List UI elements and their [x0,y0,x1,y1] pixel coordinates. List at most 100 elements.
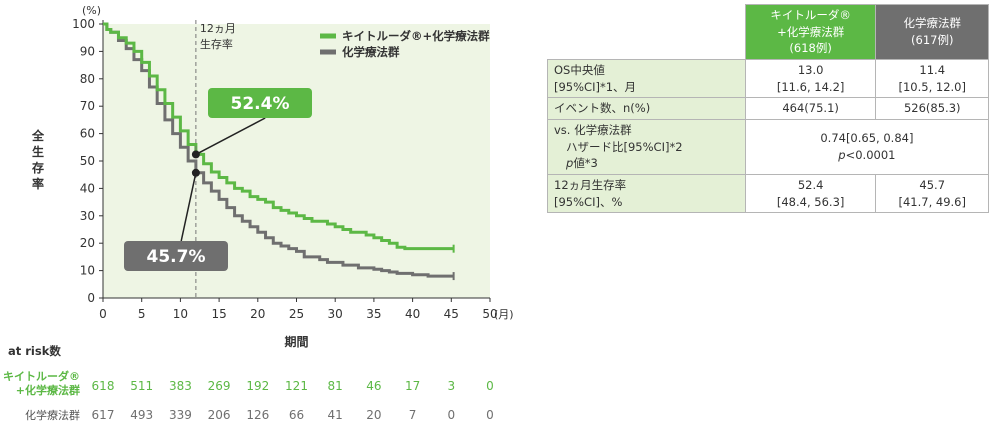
y-tick-label: 0 [87,291,95,305]
at-risk-value: 192 [246,379,269,393]
at-risk-value: 46 [366,379,381,393]
header-chemo: 化学療法群 (617例) [875,3,989,61]
x-tick-label: 25 [289,307,304,321]
hr-value: 0.74[0.65, 0.84] [820,131,914,146]
at-risk-value: 269 [208,379,231,393]
at-risk-value: 20 [366,408,381,422]
at-risk-value: 493 [130,408,153,422]
callout-chemo-value: 45.7% [147,247,206,267]
at-risk-row-label: 化学療法群 [25,408,80,422]
os-label-line1: OS中央値 [554,63,605,78]
os-keytruda-median: 13.0 [797,63,824,78]
os-chemo: 11.4 [10.5, 12.0] [875,59,989,99]
y-axis-title-char: 全 [31,128,45,143]
os-keytruda-ci: [11.6, 14.2] [776,79,845,94]
at-risk-value: 3 [447,379,455,393]
table-row-survival: 12ヵ月生存率 [95%CI]、% 52.4 [48.4, 56.3] 45.7… [547,174,989,214]
y-tick-label: 60 [80,127,95,141]
x-unit-label: (月) [494,308,514,321]
table-row-os: OS中央値 [95%CI]*1、月 13.0 [11.6, 14.2] 11.4… [547,59,989,99]
at-risk-value: 17 [405,379,420,393]
x-tick-label: 35 [366,307,381,321]
events-label: イベント数、n(%) [547,97,746,121]
at-risk-value: 617 [92,408,115,422]
series-line-keytruda [103,22,454,251]
p-italic: p [566,156,574,171]
header-chemo-line1: 化学療法群 [903,16,961,31]
header-blank-cell [547,4,746,61]
at-risk-value: 66 [289,408,304,422]
y-tick-label: 20 [80,236,95,250]
x-axis-title: 期間 [284,334,308,349]
y-tick-label: 70 [80,99,95,113]
x-tick-label: 30 [328,307,343,321]
header-keytruda-line2: +化学療法群 [777,24,845,39]
header-keytruda-line1: キイトルーダ® [770,8,851,22]
at-risk-value: 383 [169,379,192,393]
hr-label-line3: p値*3 [554,155,739,172]
at-risk-value: 339 [169,408,192,422]
at-risk-title: at risk数 [8,344,61,358]
y-tick-label: 40 [80,181,95,195]
os-label: OS中央値 [95%CI]*1、月 [547,59,746,99]
at-risk-value: 618 [92,379,115,393]
events-chemo: 526(85.3) [875,97,989,121]
legend-label: 化学療法群 [342,45,400,59]
callout-chemo-box [124,241,228,271]
reference-label-line1: 12ヵ月 [200,22,236,35]
y-tick-label: 100 [72,17,95,31]
p-label-rest: 値*3 [573,156,598,171]
survival-label-line1: 12ヵ月生存率 [554,178,627,193]
reference-label-line2: 生存率 [200,37,233,51]
at-risk-value: 511 [130,379,153,393]
os-keytruda: 13.0 [11.6, 14.2] [744,59,877,99]
hr-label-line2: ハザード比[95%CI]*2 [566,139,683,154]
x-tick-label: 20 [250,307,265,321]
x-tick-label: 45 [444,307,459,321]
survival-chemo: 45.7 [41.7, 49.6] [875,174,989,214]
table-header-row: キイトルーダ® +化学療法群 (618例) 化学療法群 (617例) [547,3,989,61]
hr-label-line1: vs. 化学療法群 [554,123,632,138]
legend-label: キイトルーダ®+化学療法群 [342,29,490,43]
y-tick-label: 80 [80,72,95,86]
at-risk-value: 126 [246,408,269,422]
p-value: p<0.0001 [752,147,982,164]
os-chemo-median: 11.4 [919,63,946,78]
events-keytruda: 464(75.1) [744,97,877,121]
survival-chemo-rate: 45.7 [919,178,946,193]
at-risk-value: 41 [328,408,343,422]
callout-chemo-leader [180,172,197,242]
y-tick-label: 90 [80,44,95,58]
table-row-events: イベント数、n(%) 464(75.1) 526(85.3) [547,97,989,121]
callout-chemo-dot [191,168,200,177]
x-tick-label: 40 [405,307,420,321]
p-value-rest: <0.0001 [845,148,896,163]
table-row-hr: vs. 化学療法群 ハザード比[95%CI]*2 p値*3 0.74[0.65,… [547,119,990,176]
at-risk-value: 0 [486,379,494,393]
y-axis-title-char: 存 [31,160,44,175]
y-tick-label: 50 [80,154,95,168]
at-risk-value: 206 [208,408,231,422]
x-tick-label: 0 [99,307,107,321]
results-table: キイトルーダ® +化学療法群 (618例) 化学療法群 (617例) OS中央値… [547,3,990,214]
at-risk-value: 81 [328,379,343,393]
x-tick-label: 10 [173,307,188,321]
callout-keytruda-box [208,88,312,118]
os-label-line2: [95%CI]*1、月 [554,79,637,94]
x-tick-label: 15 [211,307,226,321]
callout-keytruda-dot [191,150,200,159]
x-tick-label: 50 [482,307,497,321]
survival-label: 12ヵ月生存率 [95%CI]、% [547,174,746,214]
at-risk-row-label-line2: +化学療法群 [16,383,80,397]
header-chemo-line2: (617例) [911,33,954,47]
survival-keytruda-rate: 52.4 [797,178,824,193]
at-risk-value: 0 [486,408,494,422]
y-tick-label: 10 [80,264,95,278]
at-risk-value: 121 [285,379,308,393]
callout-keytruda-value: 52.4% [231,94,290,114]
y-tick-label: 30 [80,209,95,223]
header-keytruda: キイトルーダ® +化学療法群 (618例) [744,3,877,61]
hr-label: vs. 化学療法群 ハザード比[95%CI]*2 p値*3 [547,119,746,176]
survival-keytruda-ci: [48.4, 56.3] [776,194,845,209]
